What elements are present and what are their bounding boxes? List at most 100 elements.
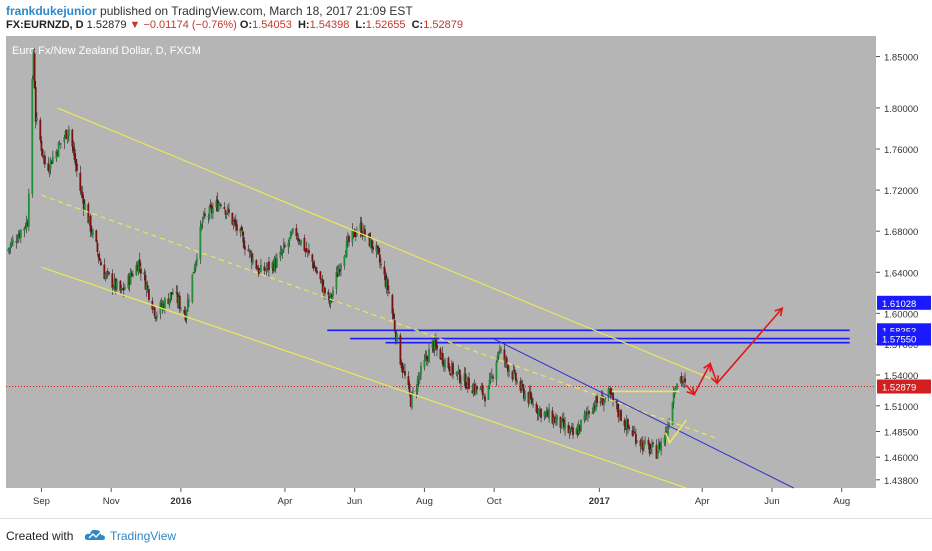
price-axis[interactable] [876, 36, 932, 518]
candle-body [303, 237, 306, 251]
author-name[interactable]: frankdukejunior [6, 4, 97, 18]
candle-body [156, 314, 158, 318]
candle-body [244, 246, 246, 250]
candle-body [49, 159, 52, 169]
price-badge[interactable] [877, 331, 931, 346]
candle-body [80, 191, 83, 193]
candle-body [215, 200, 218, 208]
candle-body [595, 397, 597, 411]
x-tick-label: Nov [103, 496, 120, 507]
candle-body [81, 192, 84, 199]
candle-body [671, 402, 674, 425]
candle-body [583, 414, 586, 421]
candle-body [500, 349, 502, 351]
candle-body [620, 410, 622, 421]
candle-body [648, 444, 651, 454]
candle-body [681, 382, 684, 384]
candle-body [503, 349, 506, 361]
candle-body [136, 264, 139, 272]
footer: Created with TradingView [0, 518, 932, 551]
candle-body [504, 357, 507, 361]
candle-body [546, 410, 549, 417]
candle-body [170, 292, 173, 296]
candle-body [376, 245, 379, 249]
candle-body [56, 151, 59, 156]
candle-body [633, 431, 636, 434]
candle-body [66, 135, 69, 140]
candle-body [209, 204, 212, 208]
candle-body [306, 250, 309, 252]
candle-body [140, 268, 142, 274]
candle-body [651, 443, 653, 448]
time-axis[interactable] [6, 488, 876, 518]
candle-body [600, 394, 603, 403]
candle-body [298, 242, 301, 244]
candle-body [361, 235, 364, 237]
x-tick-label: Jun [347, 496, 362, 507]
candle-body [664, 431, 667, 440]
candle-body [329, 293, 332, 304]
candle-body [631, 430, 634, 436]
candle-body [641, 441, 644, 451]
candle-body [296, 238, 299, 240]
price-badge[interactable] [877, 295, 931, 310]
candle-body [436, 344, 438, 350]
candle-body [540, 408, 542, 419]
candle-body [212, 208, 214, 214]
y-tick-label: 1.85000 [884, 53, 918, 64]
candle-body [667, 426, 669, 436]
candle-body [89, 215, 92, 232]
y-tick-label: 1.43800 [884, 476, 918, 487]
blue-trendline[interactable] [493, 338, 794, 489]
candle-body [137, 260, 140, 273]
candle-body [225, 213, 228, 215]
candle-body [377, 247, 380, 254]
channel-lower-line[interactable] [41, 266, 687, 489]
candle-body [88, 216, 91, 224]
candle-body [372, 246, 374, 250]
yellow-pattern-mark[interactable] [664, 419, 687, 445]
price-badge[interactable] [877, 379, 931, 394]
candle-body [628, 426, 630, 429]
candle-body [556, 415, 558, 421]
candle-body [447, 357, 450, 368]
candle-body [521, 384, 524, 388]
candle-body [322, 285, 325, 292]
channel-upper-line[interactable] [57, 107, 716, 381]
candle-body [7, 248, 10, 252]
candle-body [426, 357, 429, 362]
y-tick-label: 1.51000 [884, 402, 918, 413]
candle-body [297, 238, 300, 242]
candle-body [183, 309, 186, 314]
candle-body [440, 353, 443, 358]
candle-body [473, 384, 476, 393]
candle-body [513, 369, 516, 372]
candle-body [386, 279, 389, 291]
candle-body [668, 424, 670, 426]
candle-body [233, 219, 236, 222]
candle-body [417, 377, 420, 381]
candle-body [256, 269, 259, 271]
candle-body [385, 279, 388, 289]
tradingview-brand[interactable]: TradingView [110, 529, 177, 543]
candle-body [224, 210, 227, 215]
candle-body [138, 259, 141, 267]
candle-body [11, 239, 14, 243]
candle-body [164, 298, 166, 309]
candle-body [16, 240, 19, 243]
candle-body [58, 143, 61, 145]
candle-body [652, 442, 654, 444]
price-chart[interactable]: Euro Fx/New Zealand Dollar, D, FXCM 1.85… [0, 36, 932, 518]
candle-body [210, 206, 213, 213]
x-tick-label: Aug [416, 496, 433, 507]
price-badge-label: 1.57550 [882, 335, 916, 346]
candle-body [115, 281, 118, 290]
candle-body [201, 220, 204, 224]
candle-body [15, 241, 18, 243]
candle-body [450, 362, 453, 376]
plot-area[interactable] [6, 36, 876, 488]
candle-body [604, 397, 606, 401]
candle-body [439, 348, 442, 360]
tradingview-cloud-icon[interactable] [84, 528, 106, 542]
channel-mid-dashed-line[interactable] [41, 194, 716, 439]
